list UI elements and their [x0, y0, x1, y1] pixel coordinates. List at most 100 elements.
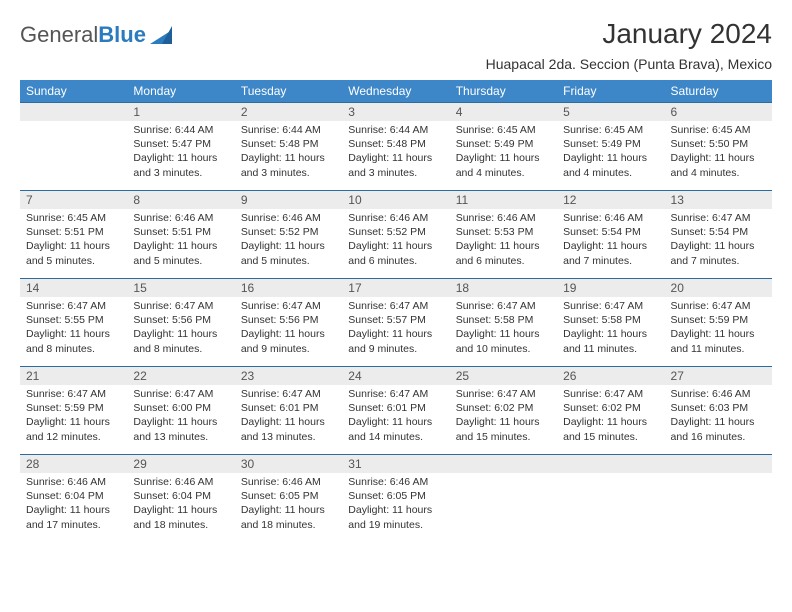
day-line: and 6 minutes. [456, 254, 551, 268]
day-number: 22 [127, 366, 234, 385]
day-line: Sunset: 5:47 PM [133, 137, 228, 151]
day-number: 3 [342, 102, 449, 121]
calendar-table: Sunday Monday Tuesday Wednesday Thursday… [20, 80, 772, 542]
day-line: Daylight: 11 hours [563, 415, 658, 429]
day-body: Sunrise: 6:47 AMSunset: 5:56 PMDaylight:… [127, 297, 234, 360]
day-line: and 18 minutes. [133, 518, 228, 532]
day-line: Daylight: 11 hours [456, 327, 551, 341]
day-body [450, 473, 557, 479]
day-line: Sunrise: 6:45 AM [563, 123, 658, 137]
day-line: Sunset: 5:52 PM [348, 225, 443, 239]
day-body: Sunrise: 6:47 AMSunset: 5:59 PMDaylight:… [665, 297, 772, 360]
day-line: Daylight: 11 hours [133, 503, 228, 517]
day-body: Sunrise: 6:47 AMSunset: 6:02 PMDaylight:… [450, 385, 557, 448]
day-body: Sunrise: 6:46 AMSunset: 6:04 PMDaylight:… [20, 473, 127, 536]
day-line: Daylight: 11 hours [26, 239, 121, 253]
day-line: Sunset: 6:01 PM [348, 401, 443, 415]
day-number [557, 454, 664, 473]
day-line: Daylight: 11 hours [671, 239, 766, 253]
day-body: Sunrise: 6:44 AMSunset: 5:48 PMDaylight:… [342, 121, 449, 184]
dow-monday: Monday [127, 80, 234, 102]
calendar-cell: 15Sunrise: 6:47 AMSunset: 5:56 PMDayligh… [127, 278, 234, 366]
day-line: Sunset: 5:54 PM [563, 225, 658, 239]
day-line: Sunrise: 6:46 AM [348, 211, 443, 225]
day-line: Daylight: 11 hours [348, 239, 443, 253]
day-line: Sunset: 6:05 PM [348, 489, 443, 503]
day-line: Sunset: 5:51 PM [26, 225, 121, 239]
day-line: Sunset: 5:54 PM [671, 225, 766, 239]
day-line: Daylight: 11 hours [563, 151, 658, 165]
calendar-cell: 14Sunrise: 6:47 AMSunset: 5:55 PMDayligh… [20, 278, 127, 366]
day-line: Sunset: 5:48 PM [348, 137, 443, 151]
day-line: Sunrise: 6:46 AM [241, 475, 336, 489]
day-line: Daylight: 11 hours [563, 239, 658, 253]
day-body: Sunrise: 6:47 AMSunset: 6:01 PMDaylight:… [342, 385, 449, 448]
day-line: Daylight: 11 hours [133, 151, 228, 165]
day-line: Daylight: 11 hours [563, 327, 658, 341]
day-line: Sunset: 6:03 PM [671, 401, 766, 415]
day-line: and 19 minutes. [348, 518, 443, 532]
day-number: 1 [127, 102, 234, 121]
day-line: Sunset: 6:01 PM [241, 401, 336, 415]
calendar-cell: 31Sunrise: 6:46 AMSunset: 6:05 PMDayligh… [342, 454, 449, 542]
day-line: Sunrise: 6:46 AM [348, 475, 443, 489]
day-line: Daylight: 11 hours [241, 151, 336, 165]
day-body: Sunrise: 6:44 AMSunset: 5:47 PMDaylight:… [127, 121, 234, 184]
brand-word2: Blue [98, 22, 146, 48]
dow-wednesday: Wednesday [342, 80, 449, 102]
day-line: Sunrise: 6:47 AM [563, 387, 658, 401]
day-number: 18 [450, 278, 557, 297]
calendar-cell: 8Sunrise: 6:46 AMSunset: 5:51 PMDaylight… [127, 190, 234, 278]
day-line: and 7 minutes. [671, 254, 766, 268]
calendar-row: 7Sunrise: 6:45 AMSunset: 5:51 PMDaylight… [20, 190, 772, 278]
day-line: Sunrise: 6:47 AM [241, 387, 336, 401]
day-body: Sunrise: 6:45 AMSunset: 5:50 PMDaylight:… [665, 121, 772, 184]
day-line: and 3 minutes. [241, 166, 336, 180]
day-body [557, 473, 664, 479]
location-text: Huapacal 2da. Seccion (Punta Brava), Mex… [486, 56, 772, 72]
day-line: and 5 minutes. [26, 254, 121, 268]
day-body: Sunrise: 6:45 AMSunset: 5:51 PMDaylight:… [20, 209, 127, 272]
day-line: Daylight: 11 hours [241, 239, 336, 253]
day-body: Sunrise: 6:46 AMSunset: 5:53 PMDaylight:… [450, 209, 557, 272]
day-line: Sunset: 5:51 PM [133, 225, 228, 239]
day-body: Sunrise: 6:47 AMSunset: 5:55 PMDaylight:… [20, 297, 127, 360]
day-number: 26 [557, 366, 664, 385]
calendar-cell: 4Sunrise: 6:45 AMSunset: 5:49 PMDaylight… [450, 102, 557, 190]
day-line: Sunset: 5:59 PM [26, 401, 121, 415]
day-line: and 6 minutes. [348, 254, 443, 268]
day-number: 9 [235, 190, 342, 209]
day-number: 6 [665, 102, 772, 121]
calendar-cell: 3Sunrise: 6:44 AMSunset: 5:48 PMDaylight… [342, 102, 449, 190]
day-number: 11 [450, 190, 557, 209]
day-line: and 3 minutes. [348, 166, 443, 180]
calendar-cell: 23Sunrise: 6:47 AMSunset: 6:01 PMDayligh… [235, 366, 342, 454]
calendar-cell: 19Sunrise: 6:47 AMSunset: 5:58 PMDayligh… [557, 278, 664, 366]
calendar-cell: 29Sunrise: 6:46 AMSunset: 6:04 PMDayligh… [127, 454, 234, 542]
day-number: 4 [450, 102, 557, 121]
day-number: 10 [342, 190, 449, 209]
calendar-cell: 2Sunrise: 6:44 AMSunset: 5:48 PMDaylight… [235, 102, 342, 190]
day-line: Sunset: 5:53 PM [456, 225, 551, 239]
day-line: Sunrise: 6:47 AM [456, 387, 551, 401]
day-line: Sunrise: 6:47 AM [241, 299, 336, 313]
day-body: Sunrise: 6:47 AMSunset: 5:54 PMDaylight:… [665, 209, 772, 272]
day-line: Sunset: 6:04 PM [26, 489, 121, 503]
day-line: Sunrise: 6:45 AM [456, 123, 551, 137]
day-line: and 8 minutes. [26, 342, 121, 356]
day-line: Sunrise: 6:46 AM [671, 387, 766, 401]
day-line: Sunrise: 6:47 AM [133, 299, 228, 313]
calendar-cell: 9Sunrise: 6:46 AMSunset: 5:52 PMDaylight… [235, 190, 342, 278]
day-line: and 5 minutes. [133, 254, 228, 268]
day-line: Daylight: 11 hours [348, 415, 443, 429]
day-number: 13 [665, 190, 772, 209]
day-body: Sunrise: 6:47 AMSunset: 6:00 PMDaylight:… [127, 385, 234, 448]
day-body: Sunrise: 6:47 AMSunset: 5:58 PMDaylight:… [450, 297, 557, 360]
day-line: Daylight: 11 hours [671, 415, 766, 429]
day-number: 12 [557, 190, 664, 209]
day-line: Sunrise: 6:44 AM [241, 123, 336, 137]
day-body: Sunrise: 6:47 AMSunset: 6:02 PMDaylight:… [557, 385, 664, 448]
day-line: Sunset: 5:56 PM [133, 313, 228, 327]
day-body: Sunrise: 6:46 AMSunset: 6:05 PMDaylight:… [235, 473, 342, 536]
day-number: 20 [665, 278, 772, 297]
